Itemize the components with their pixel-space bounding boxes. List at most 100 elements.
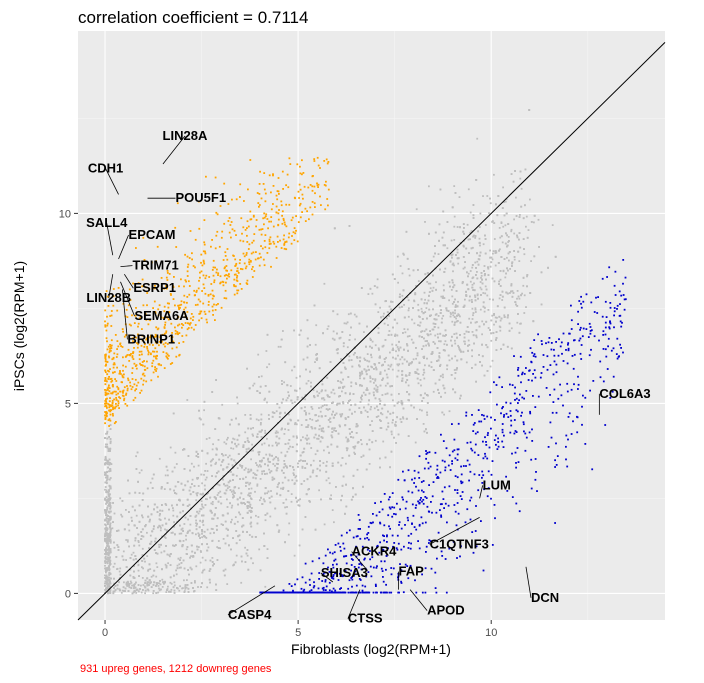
grey-point: [472, 312, 475, 314]
grey-point: [117, 549, 120, 551]
grey-point: [337, 380, 339, 382]
grey-point: [287, 447, 290, 450]
grey-point: [247, 447, 250, 450]
grey-point: [146, 581, 149, 584]
grey-point: [273, 477, 276, 480]
grey-point: [110, 463, 113, 465]
grey-point: [325, 404, 328, 407]
grey-point: [426, 272, 429, 274]
grey-point: [468, 299, 471, 302]
grey-point: [148, 520, 151, 523]
grey-point: [174, 544, 177, 546]
grey-point: [306, 426, 309, 428]
grey-point: [108, 461, 110, 464]
grey-point: [340, 414, 343, 417]
grey-point: [504, 224, 507, 227]
grey-point: [135, 592, 138, 594]
grey-point: [159, 519, 162, 521]
grey-point: [257, 465, 260, 468]
grey-point: [485, 278, 487, 281]
grey-point: [325, 408, 328, 410]
grey-point: [193, 590, 196, 592]
grey-point: [442, 295, 444, 298]
grey-point: [335, 412, 338, 415]
grey-point: [157, 585, 160, 587]
grey-point: [277, 442, 280, 445]
grey-point: [473, 282, 475, 285]
grey-point: [319, 469, 321, 472]
grey-point: [474, 363, 477, 366]
grey-point: [379, 466, 381, 469]
grey-point: [429, 287, 432, 290]
grey-point: [106, 432, 108, 435]
grey-point: [446, 221, 449, 223]
grey-point: [295, 376, 298, 379]
grey-point: [144, 589, 147, 592]
grey-point: [321, 405, 324, 407]
grey-point: [483, 310, 486, 313]
grey-point: [396, 255, 399, 258]
grey-point: [348, 355, 351, 358]
grey-point: [181, 544, 184, 546]
grey-point: [250, 449, 252, 452]
grey-point: [455, 332, 458, 335]
grey-point: [427, 343, 430, 345]
grey-point: [384, 339, 387, 341]
grey-point: [165, 529, 168, 532]
grey-point: [198, 510, 201, 513]
grey-point: [476, 252, 478, 255]
grey-point: [390, 393, 393, 396]
grey-point: [326, 328, 329, 330]
grey-point: [482, 243, 485, 246]
grey-point: [285, 512, 288, 515]
grey-point: [475, 329, 478, 332]
grey-point: [274, 464, 276, 467]
grey-point: [417, 280, 420, 282]
grey-point: [491, 220, 494, 223]
grey-point: [467, 344, 469, 347]
grey-point: [331, 427, 333, 430]
grey-point: [439, 363, 442, 366]
grey-point: [171, 504, 173, 507]
grey-point: [310, 464, 312, 467]
grey-point: [480, 288, 483, 291]
grey-point: [226, 506, 229, 508]
grey-point: [449, 315, 452, 318]
grey-point: [456, 359, 459, 362]
grey-point: [459, 334, 461, 336]
grey-point: [320, 406, 323, 409]
grey-point: [127, 523, 130, 526]
grey-point: [366, 359, 369, 362]
grey-point: [502, 225, 505, 228]
grey-point: [104, 560, 107, 562]
grey-point: [176, 587, 178, 589]
grey-point: [391, 301, 394, 303]
grey-point: [383, 404, 386, 406]
grey-point: [203, 400, 206, 403]
grey-point: [282, 398, 284, 401]
grey-point: [365, 468, 368, 471]
grey-point: [256, 390, 259, 392]
grey-point: [191, 478, 194, 481]
grey-point: [381, 345, 384, 348]
grey-point: [503, 214, 506, 217]
grey-point: [346, 447, 349, 450]
grey-point: [398, 393, 400, 395]
grey-point: [217, 439, 220, 441]
grey-point: [236, 396, 238, 399]
grey-point: [490, 256, 493, 259]
grey-point: [449, 311, 452, 314]
grey-point: [350, 359, 353, 361]
grey-point: [197, 532, 200, 535]
grey-point: [347, 402, 349, 404]
grey-point: [104, 562, 107, 565]
grey-point: [377, 409, 380, 411]
grey-point: [388, 330, 391, 332]
grey-point: [160, 527, 162, 529]
grey-point: [164, 474, 167, 477]
grey-point: [428, 185, 430, 188]
grey-point: [246, 507, 249, 509]
grey-point: [521, 292, 523, 295]
grey-point: [474, 311, 477, 313]
grey-point: [175, 463, 178, 465]
